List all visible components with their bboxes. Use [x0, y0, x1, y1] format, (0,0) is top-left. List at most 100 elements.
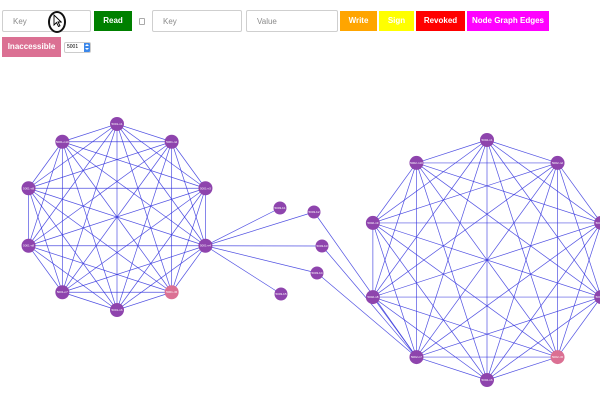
graph-node[interactable]: 5002-n6: [480, 373, 494, 387]
left-cluster-edge: [62, 141, 206, 189]
node-circle: [480, 373, 494, 387]
left-cluster-edge: [28, 188, 63, 293]
right-cluster-edge: [416, 162, 488, 381]
left-cluster-edge: [28, 141, 63, 189]
node-circle: [21, 181, 36, 196]
left-cluster-edge: [62, 141, 206, 247]
right-cluster-edge: [486, 356, 558, 381]
bridge-node[interactable]: 5003-b4: [310, 266, 324, 280]
select-arrows-icon: [84, 43, 90, 52]
graph-node[interactable]: 5001-n8: [21, 238, 36, 253]
graph-node[interactable]: 5002-n8: [365, 290, 380, 305]
graph-node[interactable]: 5001-n6: [110, 303, 124, 317]
right-cluster-edge: [486, 297, 600, 381]
sign-button[interactable]: Sign: [379, 11, 414, 31]
left-cluster-edge: [28, 123, 118, 246]
node-label: 5002-n4: [596, 295, 600, 299]
left-cluster-edge: [62, 141, 118, 311]
bridge-edge: [205, 211, 315, 247]
node-circle: [198, 238, 213, 253]
read-button[interactable]: Read: [94, 11, 132, 31]
node-label: 5003-b5: [275, 292, 286, 296]
graph-node[interactable]: 5001-n9: [21, 181, 36, 196]
right-cluster-edge: [416, 297, 600, 358]
bridge-edge: [205, 245, 282, 295]
node-circle: [55, 134, 70, 149]
node-label: 5002-n3: [596, 221, 600, 225]
node-label: 5002-n2: [552, 161, 563, 165]
write-key-input[interactable]: [152, 10, 242, 32]
graph-node[interactable]: 5002-n10: [409, 155, 424, 170]
node-label: 5001-n8: [23, 244, 34, 248]
node-circle: [480, 133, 494, 147]
graph-node[interactable]: 5001-n10: [55, 134, 70, 149]
graph-node[interactable]: 5002-n1: [480, 133, 494, 147]
graph-node[interactable]: 5002-n5: [550, 350, 565, 365]
node-label: 5001-n3: [200, 186, 211, 190]
node-label: 5002-n1: [481, 138, 492, 142]
node-label: 5001-n7: [57, 290, 68, 294]
node-label: 5002-n9: [367, 221, 378, 225]
right-cluster-edge: [416, 356, 488, 381]
graph-node[interactable]: 5002-n7: [409, 350, 424, 365]
node-circle: [110, 117, 124, 131]
node-circle: [409, 155, 424, 170]
left-cluster-edge: [116, 188, 206, 311]
right-cluster-edge: [372, 139, 488, 298]
graph-node[interactable]: 5001-n5: [164, 285, 179, 300]
node-label: 5002-n10: [410, 161, 423, 165]
bridge-node[interactable]: 5003-b2: [307, 205, 321, 219]
right-cluster-edge: [486, 223, 600, 381]
inaccessible-button[interactable]: Inaccessible: [2, 37, 61, 57]
read-key-input[interactable]: [2, 10, 91, 32]
graph-node[interactable]: 5001-n3: [198, 181, 213, 196]
graph-node[interactable]: 5002-n2: [550, 155, 565, 170]
bridge-edge: [205, 245, 318, 274]
node-label: 5001-n9: [23, 186, 34, 190]
node-graph-edges-button[interactable]: Node Graph Edges: [467, 11, 549, 31]
cursor-highlight-ring: [48, 11, 66, 33]
revoked-button[interactable]: Revoked: [416, 11, 465, 31]
node-circle: [55, 285, 70, 300]
node-label: 5001-n10: [56, 140, 69, 144]
right-cluster-edge: [486, 139, 558, 164]
node-label: 5003-b3: [316, 244, 327, 248]
value-input[interactable]: [246, 10, 338, 32]
graph-node[interactable]: 5002-n3: [594, 216, 600, 230]
right-cluster-edge: [557, 162, 600, 222]
left-cluster-edge: [28, 141, 63, 246]
left-cluster-edge: [116, 291, 172, 311]
node-select[interactable]: 5001: [64, 42, 91, 53]
write-button[interactable]: Write: [340, 11, 377, 31]
node-circle: [164, 134, 179, 149]
node-circle: [550, 155, 565, 170]
graph-node[interactable]: 5001-n4: [198, 238, 213, 253]
left-cluster-edge: [171, 141, 206, 189]
left-cluster-edge: [28, 187, 172, 293]
node-circle: [110, 303, 124, 317]
node-label: 5002-n8: [367, 295, 378, 299]
right-cluster-edge: [416, 162, 558, 358]
node-circle: [164, 285, 179, 300]
left-cluster-edge: [28, 245, 172, 293]
bridge-node[interactable]: 5003-b5: [274, 287, 288, 301]
graph-node[interactable]: 5002-n9: [365, 215, 380, 230]
node-label: 5001-n4: [200, 244, 211, 248]
right-cluster-edge: [372, 296, 558, 358]
left-cluster-edge: [28, 245, 118, 311]
bridge-node[interactable]: 5003-b1: [273, 201, 287, 215]
right-cluster-edge: [372, 296, 488, 381]
node-label: 5003-b4: [311, 271, 322, 275]
read-option-checkbox[interactable]: [139, 18, 145, 25]
node-circle: [315, 239, 329, 253]
node-circle: [594, 216, 600, 230]
bridge-node[interactable]: 5003-b3: [315, 239, 329, 253]
right-cluster-edge: [486, 139, 600, 297]
node-circle: [307, 205, 321, 219]
graph-node[interactable]: 5001-n7: [55, 285, 70, 300]
graph-node[interactable]: 5001-n1: [110, 117, 124, 131]
graph-node[interactable]: 5001-n2: [164, 134, 179, 149]
right-cluster-edge: [416, 139, 488, 164]
graph-node[interactable]: 5002-n4: [594, 290, 600, 304]
